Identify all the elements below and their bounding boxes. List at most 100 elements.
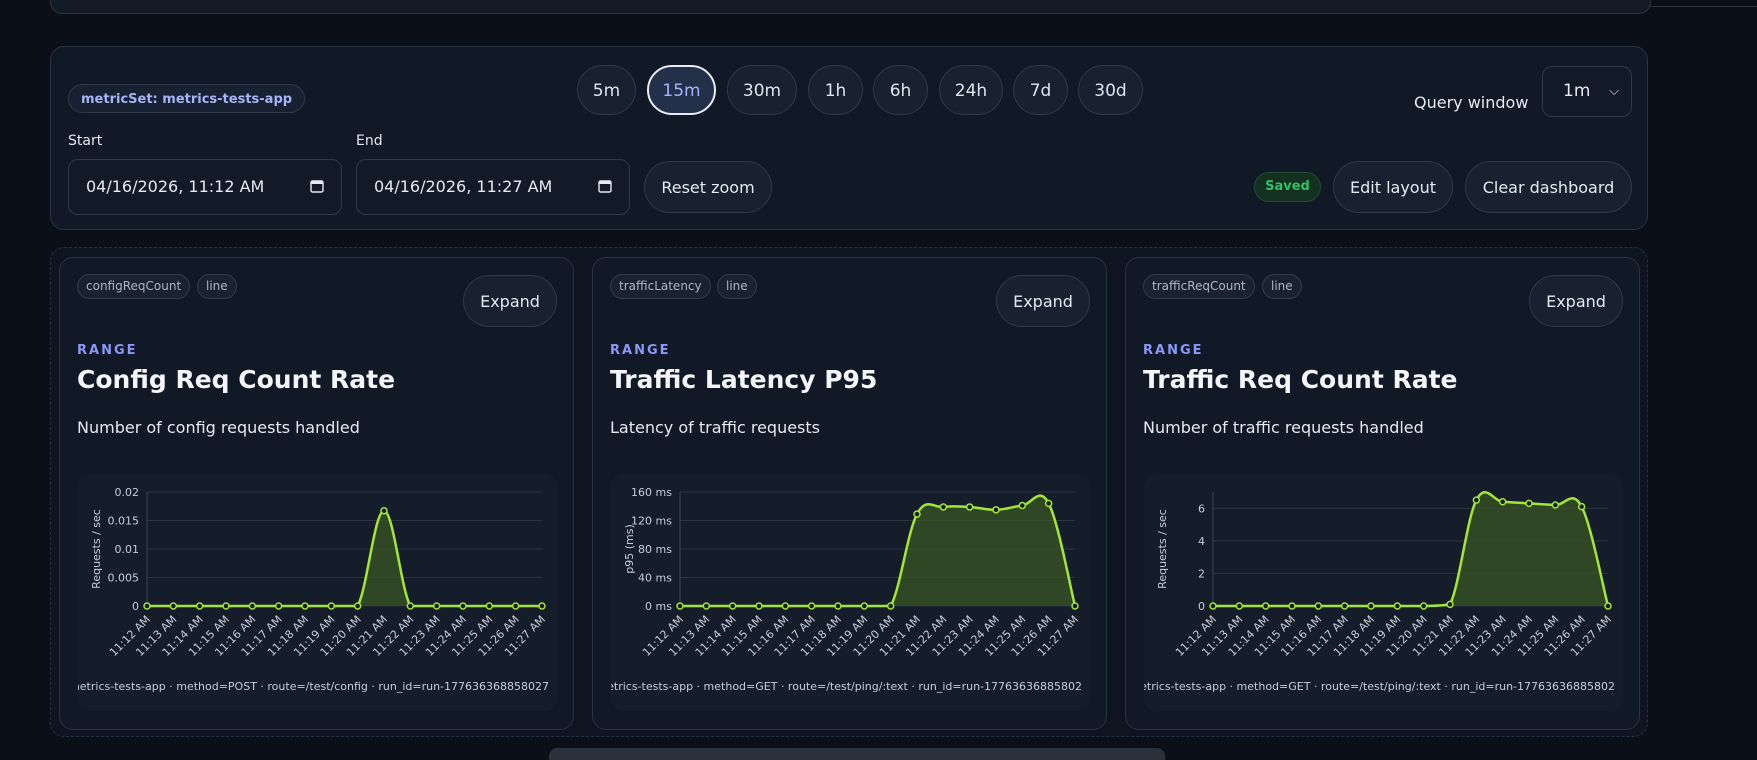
data-point[interactable] xyxy=(1525,499,1533,508)
data-point[interactable] xyxy=(755,602,763,610)
data-point[interactable] xyxy=(432,602,441,610)
data-point[interactable] xyxy=(886,602,895,610)
calendar-icon[interactable] xyxy=(598,179,612,193)
data-point[interactable] xyxy=(1446,600,1454,609)
horizontal-scrollbar[interactable] xyxy=(549,748,1165,760)
data-point[interactable] xyxy=(1314,602,1323,610)
data-point[interactable] xyxy=(992,506,1000,514)
data-point[interactable] xyxy=(1209,602,1217,610)
data-point[interactable] xyxy=(1393,602,1402,610)
y-axis-label: Requests / sec xyxy=(1156,509,1169,589)
data-point[interactable] xyxy=(327,602,336,610)
data-point[interactable] xyxy=(1071,602,1079,610)
data-point[interactable] xyxy=(353,602,362,610)
data-point[interactable] xyxy=(702,602,711,610)
range-button-15m[interactable]: 15m xyxy=(647,65,716,115)
range-button-30m[interactable]: 30m xyxy=(727,65,797,115)
data-point[interactable] xyxy=(1604,602,1612,610)
data-point[interactable] xyxy=(1498,498,1507,506)
data-point[interactable] xyxy=(301,602,309,610)
series-line[interactable] xyxy=(680,494,1077,608)
panel-kicker: RANGE xyxy=(77,343,138,358)
data-point[interactable] xyxy=(406,602,415,610)
data-point[interactable] xyxy=(195,602,204,610)
data-point[interactable] xyxy=(1551,501,1560,509)
data-point[interactable] xyxy=(511,602,520,610)
data-point[interactable] xyxy=(1261,602,1270,610)
data-point[interactable] xyxy=(807,602,816,610)
saved-status-badge: Saved xyxy=(1254,172,1321,202)
expand-button[interactable]: Expand xyxy=(1529,275,1623,327)
series-area xyxy=(147,510,542,606)
y-tick-label: 40 ms xyxy=(638,572,672,585)
chart-container[interactable]: 0 2 4 6 Requests / sec 11:12 AM 11:13 AM 11:14 … xyxy=(1144,474,1623,711)
data-point[interactable] xyxy=(1340,602,1349,610)
divider xyxy=(1650,6,1757,7)
y-tick-label: 80 ms xyxy=(638,543,672,556)
data-point[interactable] xyxy=(1044,499,1053,508)
data-point[interactable] xyxy=(781,602,790,610)
chart-container[interactable]: 0 ms 40 ms 80 ms 120 ms 160 ms p95 (ms) 11:12 … xyxy=(611,474,1090,711)
data-point[interactable] xyxy=(380,507,388,515)
data-point[interactable] xyxy=(1235,602,1244,610)
y-tick-label: 4 xyxy=(1198,535,1205,548)
start-datetime-input[interactable]: 04/16/2026, 11:12 AM xyxy=(68,159,342,215)
data-point[interactable] xyxy=(143,602,151,610)
range-button-6h[interactable]: 6h xyxy=(873,65,928,115)
data-point[interactable] xyxy=(939,503,948,511)
range-button-30d[interactable]: 30d xyxy=(1078,65,1143,115)
y-tick-label: 2 xyxy=(1198,567,1205,580)
data-point[interactable] xyxy=(676,602,684,610)
series-line[interactable] xyxy=(147,509,542,608)
data-point[interactable] xyxy=(485,602,494,610)
y-tick-label: 0.005 xyxy=(108,572,140,585)
panel-title: Traffic Req Count Rate xyxy=(1143,365,1458,394)
data-point[interactable] xyxy=(1472,496,1481,504)
query-window-select[interactable]: 1m ⌵ xyxy=(1542,66,1632,117)
data-point[interactable] xyxy=(169,602,178,610)
y-tick-label: 0 ms xyxy=(645,600,672,613)
y-axis-label: Requests / sec xyxy=(90,509,103,589)
data-point[interactable] xyxy=(1577,502,1586,511)
data-point[interactable] xyxy=(913,510,921,518)
y-tick-label: 0 xyxy=(132,600,139,613)
start-datetime-value: 04/16/2026, 11:12 AM xyxy=(86,177,265,196)
chart-container[interactable]: 0 0.005 0.01 0.015 0.02 Requests / sec 11:12 A… xyxy=(78,474,557,711)
range-button-24h[interactable]: 24h xyxy=(939,65,1003,115)
end-datetime-input[interactable]: 04/16/2026, 11:27 AM xyxy=(356,159,630,215)
data-point[interactable] xyxy=(274,602,283,610)
edit-layout-button[interactable]: Edit layout xyxy=(1333,161,1453,213)
expand-button[interactable]: Expand xyxy=(996,275,1090,327)
range-button-7d[interactable]: 7d xyxy=(1013,65,1068,115)
data-point[interactable] xyxy=(1288,602,1296,610)
data-point[interactable] xyxy=(1367,602,1375,610)
reset-zoom-button[interactable]: Reset zoom xyxy=(644,161,772,213)
data-point[interactable] xyxy=(459,602,467,610)
clear-dashboard-button[interactable]: Clear dashboard xyxy=(1465,161,1632,213)
data-point[interactable] xyxy=(248,602,257,610)
calendar-icon[interactable] xyxy=(310,179,324,193)
y-tick-label: 120 ms xyxy=(631,515,672,528)
start-label: Start xyxy=(68,133,103,149)
chart-type-tag: line xyxy=(1262,274,1302,299)
previous-panel-edge xyxy=(50,0,1651,14)
data-point[interactable] xyxy=(1018,501,1027,510)
chart-type-tag: line xyxy=(717,274,757,299)
data-point[interactable] xyxy=(538,602,546,610)
range-button-5m[interactable]: 5m xyxy=(577,65,636,115)
data-point[interactable] xyxy=(728,602,737,610)
data-point[interactable] xyxy=(965,503,974,511)
y-tick-label: 160 ms xyxy=(631,486,672,499)
range-button-1h[interactable]: 1h xyxy=(808,65,863,115)
panel-kicker: RANGE xyxy=(1143,343,1204,358)
data-point[interactable] xyxy=(860,602,869,610)
data-point[interactable] xyxy=(1419,602,1428,610)
expand-button[interactable]: Expand xyxy=(463,275,557,327)
data-point[interactable] xyxy=(222,602,230,610)
data-point[interactable] xyxy=(834,602,842,610)
panel-description: Number of config requests handled xyxy=(77,418,360,437)
metric-tag: configReqCount xyxy=(77,274,191,299)
